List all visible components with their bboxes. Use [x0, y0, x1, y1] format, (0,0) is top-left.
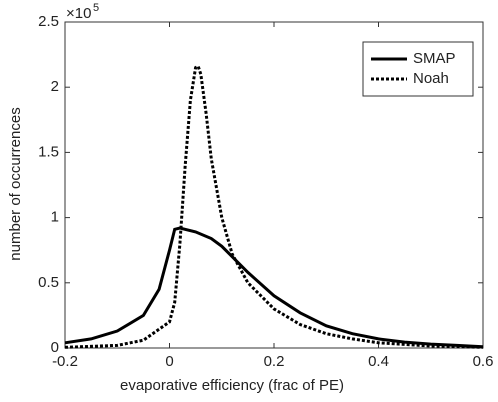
legend-label: Noah	[413, 70, 449, 87]
x-tick-label: 0.4	[368, 353, 389, 370]
x-axis-label: evaporative efficiency (frac of PE)	[120, 377, 344, 394]
legend-label: SMAP	[413, 50, 456, 67]
x-tick-label: 0	[165, 353, 173, 370]
y-tick-label: 0.5	[38, 274, 59, 291]
legend-box	[362, 41, 474, 97]
x-tick-label: 0.6	[473, 353, 494, 370]
y-tick-label: 1.5	[38, 143, 59, 160]
series-line	[64, 226, 484, 349]
y-axis-label: number of occurrences	[7, 107, 24, 260]
series-line	[64, 64, 484, 349]
y-tick-label: 1	[51, 209, 59, 226]
x-tick-label: -0.2	[52, 353, 78, 370]
y-tick-label: 2	[51, 78, 59, 95]
x-tick-label: 0.2	[264, 353, 285, 370]
y-tick-label: 0	[51, 339, 59, 356]
y-multiplier-exponent: 5	[93, 2, 99, 14]
y-tick-label: 2.5	[38, 13, 59, 30]
y-multiplier: ×10	[66, 5, 91, 22]
